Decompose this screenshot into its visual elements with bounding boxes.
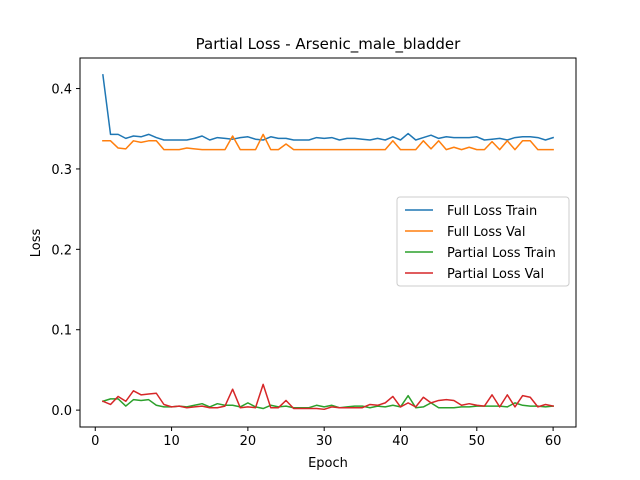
x-tick-label: 20: [240, 434, 257, 449]
x-tick-label: 10: [163, 434, 180, 449]
x-tick-label: 40: [392, 434, 409, 449]
y-axis-label: Loss: [29, 229, 44, 258]
legend-label-full-loss-val: Full Loss Val: [447, 225, 525, 240]
x-tick-label: 60: [545, 434, 562, 449]
series-line-full-loss-val: [102, 133, 554, 151]
x-tick-label: 50: [469, 434, 486, 449]
y-tick-label: 0.3: [51, 163, 72, 178]
legend-label-partial-loss-train: Partial Loss Train: [447, 246, 556, 261]
chart-title: Partial Loss - Arsenic_male_bladder: [196, 35, 462, 54]
y-axis: 0.0 0.1 0.2 0.3 0.4: [51, 83, 80, 419]
x-tick-label: 0: [91, 434, 99, 449]
x-axis-label: Epoch: [308, 456, 348, 471]
legend-label-full-loss-train: Full Loss Train: [447, 204, 537, 219]
y-tick-label: 0.4: [51, 83, 72, 98]
plot-area-frame: [79, 57, 577, 428]
legend: Full Loss Train Full Loss Val Partial Loss…: [396, 196, 570, 287]
legend-label-partial-loss-val: Partial Loss Val: [447, 267, 544, 282]
series-line-partial-loss-val: [101, 383, 554, 411]
x-tick-label: 30: [316, 434, 333, 449]
x-axis: 0 10 20 30 40 50 60: [91, 427, 561, 449]
plot-series-group: [101, 74, 555, 411]
series-line-full-loss-train: [102, 74, 555, 141]
y-tick-label: 0.0: [51, 404, 72, 419]
y-tick-label: 0.2: [51, 243, 72, 258]
y-tick-label: 0.1: [51, 324, 72, 339]
legend-box: [396, 196, 570, 287]
